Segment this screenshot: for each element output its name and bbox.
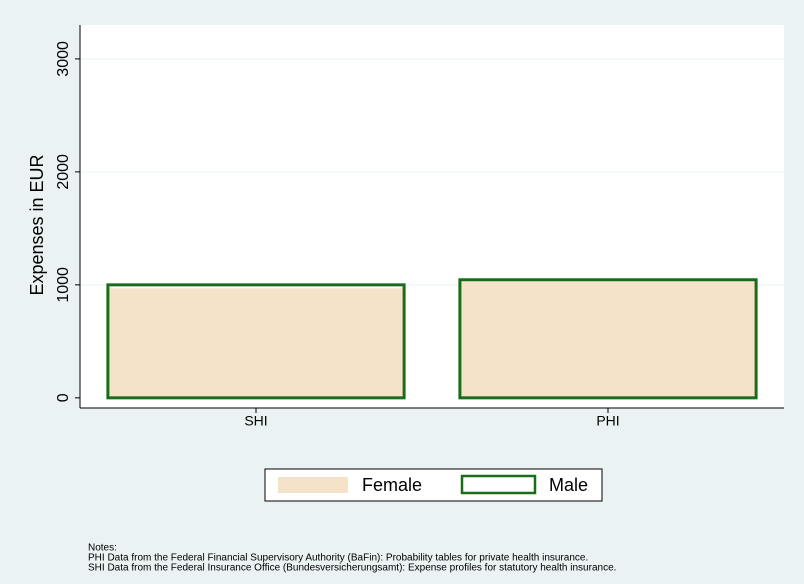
bar-outline bbox=[458, 278, 758, 400]
legend-label: Male bbox=[549, 475, 588, 495]
note: PHI Data from the Federal Financial Supe… bbox=[88, 553, 588, 564]
legend-swatch bbox=[460, 474, 537, 495]
note: SHI Data from the Federal Insurance Offi… bbox=[88, 563, 616, 574]
legend-label: Female bbox=[362, 475, 422, 495]
y-tick-label: 2000 bbox=[55, 154, 72, 190]
x-tick-label: SHI bbox=[244, 413, 267, 429]
x-tick-label: PHI bbox=[596, 413, 619, 429]
bar bbox=[458, 281, 758, 398]
y-tick-label: 3000 bbox=[55, 41, 72, 77]
legend-swatch bbox=[278, 477, 348, 493]
bar bbox=[106, 288, 406, 398]
bar-outline bbox=[106, 283, 406, 400]
y-tick-label: 1000 bbox=[55, 267, 72, 303]
y-tick-label: 0 bbox=[55, 393, 72, 402]
note: Notes: bbox=[88, 543, 117, 554]
y-axis-title: Expenses in EUR bbox=[27, 154, 47, 295]
